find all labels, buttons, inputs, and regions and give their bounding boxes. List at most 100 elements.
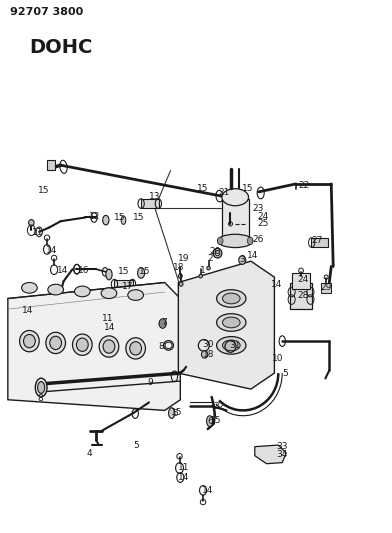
Text: 11: 11 bbox=[102, 314, 113, 323]
Text: 14: 14 bbox=[178, 473, 190, 481]
Bar bbox=[321, 283, 331, 293]
Text: 14: 14 bbox=[104, 324, 115, 332]
Text: 14: 14 bbox=[22, 306, 33, 315]
Text: 27: 27 bbox=[312, 237, 323, 245]
Text: 23: 23 bbox=[253, 205, 264, 213]
Text: 13: 13 bbox=[149, 192, 160, 200]
Ellipse shape bbox=[201, 351, 208, 358]
Ellipse shape bbox=[46, 332, 65, 353]
Ellipse shape bbox=[103, 340, 115, 353]
Ellipse shape bbox=[74, 286, 90, 297]
Text: 15: 15 bbox=[133, 213, 145, 222]
Text: 15: 15 bbox=[171, 408, 182, 416]
Text: 34: 34 bbox=[276, 450, 288, 459]
Ellipse shape bbox=[103, 215, 109, 225]
Text: 7: 7 bbox=[161, 318, 167, 327]
Text: 6: 6 bbox=[208, 417, 214, 425]
Ellipse shape bbox=[38, 382, 45, 393]
Circle shape bbox=[247, 237, 253, 245]
Ellipse shape bbox=[218, 235, 253, 248]
Text: 28: 28 bbox=[297, 292, 309, 300]
Text: 15: 15 bbox=[242, 184, 254, 192]
Text: 8: 8 bbox=[159, 342, 165, 351]
Text: 15: 15 bbox=[197, 184, 208, 192]
Text: 3: 3 bbox=[239, 255, 245, 264]
Text: 14: 14 bbox=[46, 246, 58, 255]
Text: 20: 20 bbox=[210, 247, 221, 256]
Ellipse shape bbox=[207, 416, 213, 426]
Bar bbox=[222, 199, 249, 239]
Polygon shape bbox=[178, 261, 274, 389]
Bar bbox=[47, 160, 55, 170]
Text: 16: 16 bbox=[78, 266, 89, 274]
Text: 5: 5 bbox=[172, 409, 178, 417]
Ellipse shape bbox=[101, 288, 117, 298]
Text: 15: 15 bbox=[210, 416, 221, 424]
Text: 31: 31 bbox=[229, 341, 241, 350]
Text: 4: 4 bbox=[86, 449, 92, 457]
Text: 15: 15 bbox=[38, 187, 50, 195]
Text: DOHC: DOHC bbox=[29, 38, 93, 58]
Ellipse shape bbox=[121, 216, 126, 224]
Ellipse shape bbox=[128, 290, 143, 301]
Ellipse shape bbox=[222, 189, 249, 206]
Bar bbox=[311, 238, 328, 247]
Text: 29: 29 bbox=[321, 284, 332, 292]
Ellipse shape bbox=[22, 282, 37, 293]
Ellipse shape bbox=[207, 266, 210, 270]
Text: 5: 5 bbox=[133, 441, 139, 449]
Ellipse shape bbox=[130, 342, 142, 355]
Text: 25: 25 bbox=[257, 220, 269, 228]
Text: 1: 1 bbox=[200, 266, 206, 275]
Text: 22: 22 bbox=[298, 181, 309, 190]
Text: 15: 15 bbox=[114, 213, 125, 222]
Ellipse shape bbox=[223, 293, 240, 304]
Text: 30: 30 bbox=[202, 341, 214, 349]
Polygon shape bbox=[255, 445, 286, 464]
Ellipse shape bbox=[169, 408, 175, 418]
Ellipse shape bbox=[126, 338, 145, 359]
Text: 18: 18 bbox=[172, 263, 184, 272]
Text: 11: 11 bbox=[178, 464, 190, 472]
Bar bbox=[114, 280, 133, 288]
Bar bbox=[141, 199, 159, 208]
Text: 17: 17 bbox=[122, 282, 133, 290]
Ellipse shape bbox=[73, 334, 92, 356]
Text: 24: 24 bbox=[297, 276, 309, 284]
Ellipse shape bbox=[48, 284, 64, 295]
Text: 11: 11 bbox=[32, 229, 44, 237]
Text: 14: 14 bbox=[202, 486, 213, 495]
Ellipse shape bbox=[213, 248, 222, 258]
Ellipse shape bbox=[223, 317, 240, 328]
Text: 5: 5 bbox=[282, 369, 288, 377]
Ellipse shape bbox=[20, 330, 39, 352]
Ellipse shape bbox=[24, 335, 35, 348]
Text: 14: 14 bbox=[57, 266, 68, 275]
Circle shape bbox=[218, 237, 223, 245]
Ellipse shape bbox=[178, 274, 182, 278]
Text: 12: 12 bbox=[89, 212, 101, 221]
Text: 9: 9 bbox=[147, 378, 153, 387]
Text: 14: 14 bbox=[247, 252, 258, 260]
Text: 92707 3800: 92707 3800 bbox=[10, 7, 83, 17]
Ellipse shape bbox=[199, 274, 202, 278]
Text: 18: 18 bbox=[203, 350, 214, 359]
Text: 33: 33 bbox=[276, 442, 288, 451]
Text: 19: 19 bbox=[178, 254, 190, 263]
Ellipse shape bbox=[76, 338, 88, 351]
Text: 15: 15 bbox=[118, 268, 129, 276]
Ellipse shape bbox=[159, 319, 166, 328]
Ellipse shape bbox=[29, 220, 34, 226]
Circle shape bbox=[159, 319, 166, 328]
Ellipse shape bbox=[106, 269, 112, 280]
Text: 10: 10 bbox=[272, 354, 284, 362]
Polygon shape bbox=[8, 282, 180, 410]
Text: 15: 15 bbox=[139, 268, 151, 276]
Ellipse shape bbox=[138, 268, 145, 278]
Ellipse shape bbox=[216, 337, 246, 354]
Text: 26: 26 bbox=[253, 236, 264, 244]
Text: 21: 21 bbox=[219, 189, 230, 197]
Ellipse shape bbox=[223, 340, 240, 351]
Text: 2: 2 bbox=[208, 254, 213, 263]
Text: 14: 14 bbox=[270, 280, 282, 288]
